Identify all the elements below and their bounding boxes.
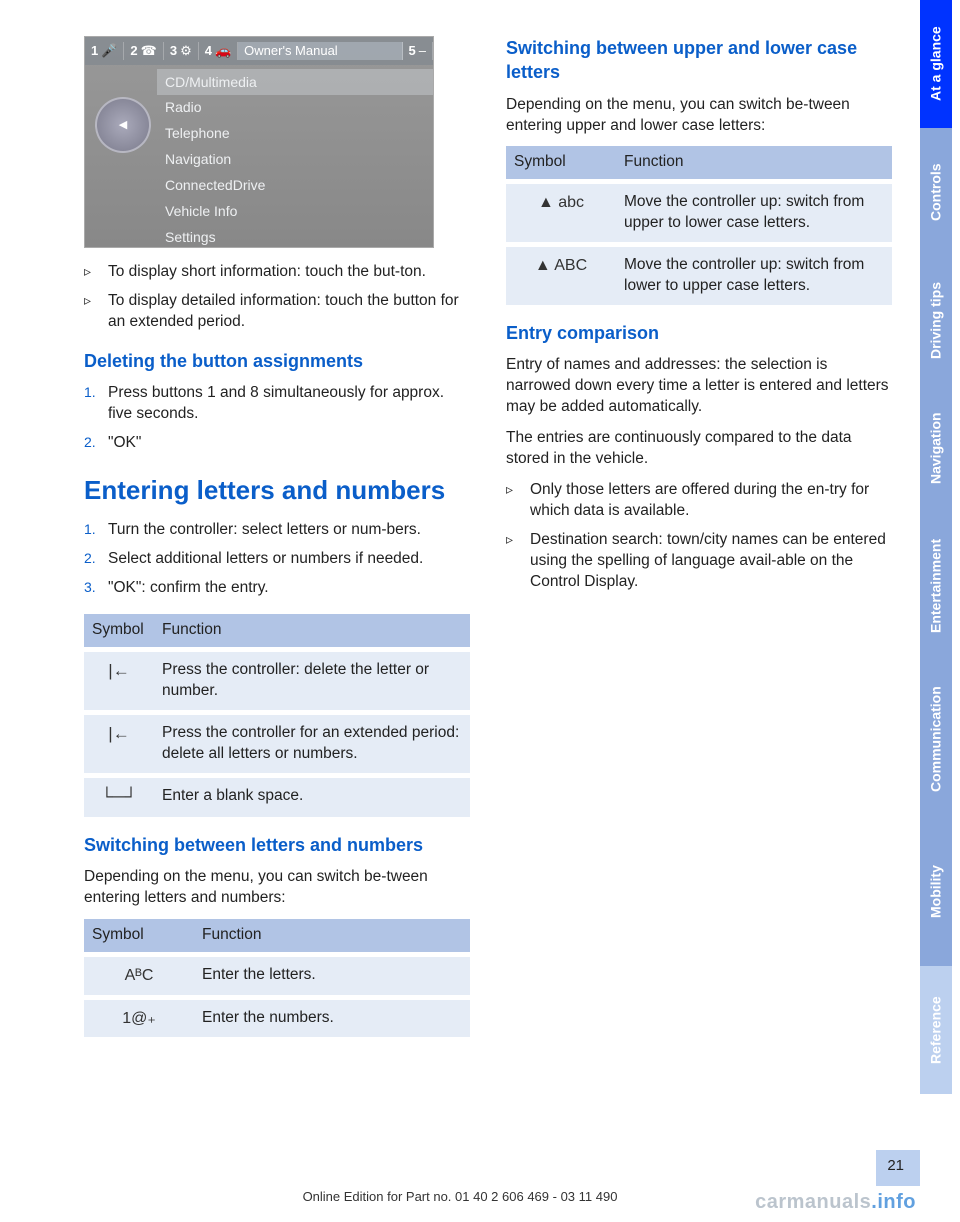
section-tab[interactable]: Driving tips: [920, 256, 952, 384]
triangle-bullet-icon: [84, 262, 108, 283]
symbol-function-table-3: SymbolFunction ▲ abcMove the controller …: [506, 146, 892, 305]
symbol-function-table-2: SymbolFunction AᴮCEnter the letters. 1@₊…: [84, 919, 470, 1037]
fav-3: 3 ⚙: [164, 42, 199, 60]
side-tabs: At a glanceControlsDriving tipsNavigatio…: [920, 0, 952, 1222]
delete-all-icon: |←: [84, 713, 154, 776]
section-tab[interactable]: Controls: [920, 128, 952, 256]
right-column: Switching between upper and lower case l…: [506, 36, 892, 1222]
cell-function: Enter the letters.: [194, 955, 470, 998]
fav-owners-manual: Owner's Manual: [238, 42, 402, 60]
col-function: Function: [616, 146, 892, 181]
fav-5: 5 –: [403, 42, 433, 60]
numbers-icon: 1@₊: [84, 997, 194, 1037]
cell-function: Enter a blank space.: [154, 776, 470, 817]
symbol-function-table-1: SymbolFunction |←Press the controller: d…: [84, 614, 470, 817]
delete-icon: |←: [84, 650, 154, 713]
list-item-text: Only those letters are offered during th…: [530, 480, 892, 522]
triangle-bullet-icon: [84, 291, 108, 333]
col-symbol: Symbol: [506, 146, 616, 181]
menu-connecteddrive: ConnectedDrive: [157, 173, 433, 199]
heading-switch-letters-numbers: Switching between letters and numbers: [84, 833, 470, 857]
col-function: Function: [154, 614, 470, 649]
cell-function: Press the controller: delete the letter …: [154, 650, 470, 713]
step-number: 2.: [84, 433, 108, 454]
list-item-text: Turn the controller: select letters or n…: [108, 520, 421, 541]
menu-cd: CD/Multimedia: [157, 69, 433, 95]
list-item-text: "OK": confirm the entry.: [108, 578, 269, 599]
heading-switch-case: Switching between upper and lower case l…: [506, 36, 892, 85]
section-tab[interactable]: Mobility: [920, 818, 952, 966]
section-tab[interactable]: Navigation: [920, 384, 952, 512]
section-tab[interactable]: Reference: [920, 966, 952, 1094]
page-number: 21: [887, 1156, 904, 1176]
step-number: 2.: [84, 549, 108, 570]
body-text: The entries are continuously compared to…: [506, 428, 892, 470]
uppercase-icon: ▲ ABC: [506, 245, 616, 305]
cell-function: Enter the numbers.: [194, 997, 470, 1037]
step-number: 1.: [84, 520, 108, 541]
list-item-text: To display short information: touch the …: [108, 262, 426, 283]
menu-vehicleinfo: Vehicle Info: [157, 198, 433, 224]
section-tab[interactable]: Communication: [920, 660, 952, 818]
left-column: 1 🎤 2 ☎ 3 ⚙ 4 🚗 Owner's Manual 5 – ◀ CD/…: [84, 36, 470, 1222]
entering-steps-list: 1.Turn the controller: select letters or…: [84, 520, 470, 599]
cell-function: Press the controller for an extended per…: [154, 713, 470, 776]
list-item-text: To display detailed information: touch t…: [108, 291, 470, 333]
display-info-list: To display short information: touch the …: [84, 262, 470, 333]
step-number: 3.: [84, 578, 108, 599]
fav-1: 1 🎤: [85, 42, 124, 60]
section-tab[interactable]: Entertainment: [920, 512, 952, 660]
body-text: Depending on the menu, you can switch be…: [84, 867, 470, 909]
list-item-text: Press buttons 1 and 8 simultaneously for…: [108, 383, 470, 425]
step-number: 1.: [84, 383, 108, 425]
menu-navigation: Navigation: [157, 147, 433, 173]
delete-steps-list: 1.Press buttons 1 and 8 simultaneously f…: [84, 383, 470, 454]
body-text: Entry of names and addresses: the select…: [506, 355, 892, 418]
list-item-text: "OK": [108, 433, 141, 454]
triangle-bullet-icon: [506, 530, 530, 593]
cell-function: Move the controller up: switch from lowe…: [616, 245, 892, 305]
space-icon: └─┘: [84, 776, 154, 817]
lowercase-icon: ▲ abc: [506, 182, 616, 245]
body-text: Depending on the menu, you can switch be…: [506, 95, 892, 137]
list-item-text: Destination search: town/city names can …: [530, 530, 892, 593]
letters-icon: AᴮC: [84, 955, 194, 998]
col-function: Function: [194, 919, 470, 954]
heading-deleting-assignments: Deleting the button assignments: [84, 349, 470, 373]
menu-settings: Settings: [157, 224, 433, 250]
section-tab[interactable]: At a glance: [920, 0, 952, 128]
heading-entering-letters: Entering letters and numbers: [84, 476, 470, 506]
cell-function: Move the controller up: switch from uppe…: [616, 182, 892, 245]
triangle-bullet-icon: [506, 480, 530, 522]
list-item-text: Select additional letters or numbers if …: [108, 549, 423, 570]
idrive-menu: CD/Multimedia Radio Telephone Navigation…: [157, 65, 433, 249]
idrive-top-bar: 1 🎤 2 ☎ 3 ⚙ 4 🚗 Owner's Manual 5 –: [85, 37, 433, 65]
col-symbol: Symbol: [84, 614, 154, 649]
idrive-screenshot: 1 🎤 2 ☎ 3 ⚙ 4 🚗 Owner's Manual 5 – ◀ CD/…: [84, 36, 434, 248]
col-symbol: Symbol: [84, 919, 194, 954]
watermark: carmanuals.info: [755, 1189, 916, 1216]
heading-entry-comparison: Entry comparison: [506, 321, 892, 345]
fav-4: 4 🚗: [199, 42, 238, 60]
menu-telephone: Telephone: [157, 121, 433, 147]
controller-dial: ◀: [95, 97, 151, 153]
fav-2: 2 ☎: [124, 42, 163, 60]
menu-radio: Radio: [157, 95, 433, 121]
entry-comparison-list: Only those letters are offered during th…: [506, 480, 892, 593]
